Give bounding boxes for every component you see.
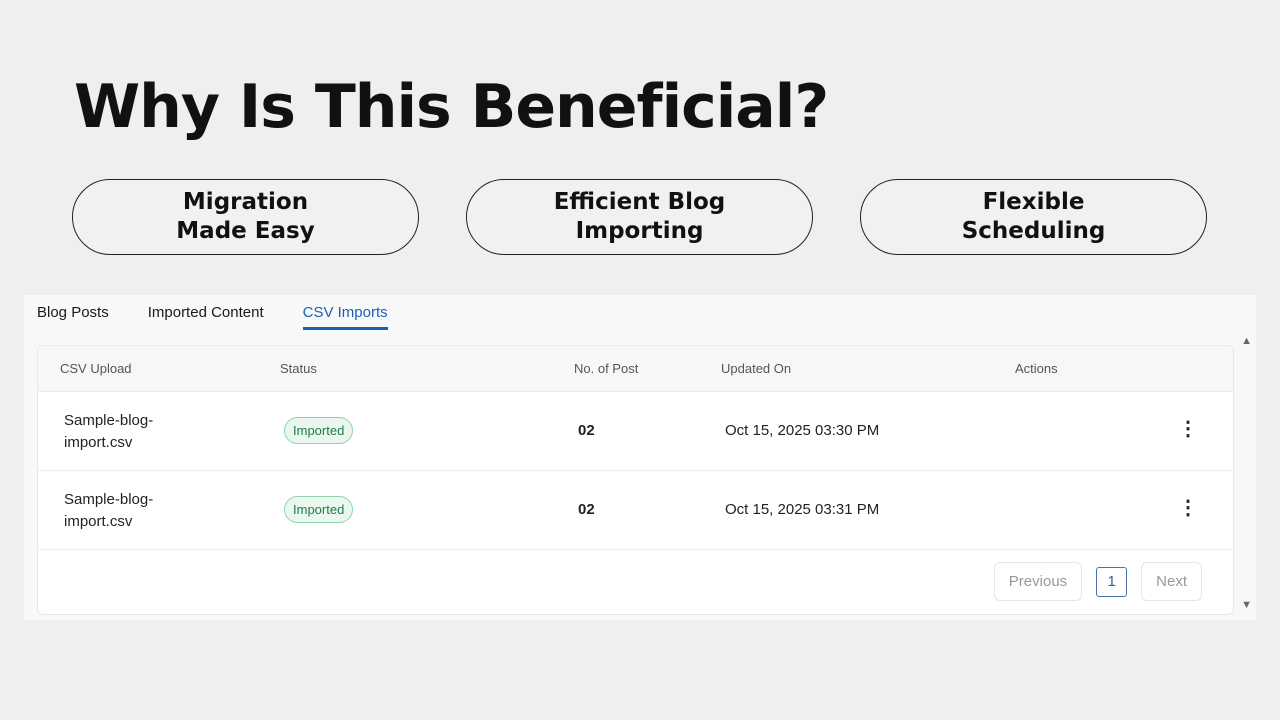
tab-bar: Blog Posts Imported Content CSV Imports	[37, 304, 388, 330]
col-updated: Updated On	[721, 361, 792, 376]
col-status: Status	[280, 361, 317, 376]
previous-button[interactable]: Previous	[993, 562, 1083, 601]
table-row: Sample-blog- import.csv Imported 02 Oct …	[38, 471, 1233, 550]
table-header: CSV Upload Status No. of Post Updated On…	[38, 346, 1233, 392]
status-badge: Imported	[284, 417, 354, 444]
file-name: Sample-blog- import.csv	[64, 491, 154, 530]
more-vertical-icon[interactable]: ⋮	[1178, 497, 1198, 519]
scroll-up-icon[interactable]: ▲	[1241, 335, 1252, 347]
tab-blog-posts[interactable]: Blog Posts	[37, 304, 109, 321]
imports-table: CSV Upload Status No. of Post Updated On…	[37, 345, 1234, 615]
col-posts: No. of Post	[574, 361, 639, 376]
tab-csv-imports[interactable]: CSV Imports	[302, 304, 388, 330]
col-csv-upload: CSV Upload	[60, 361, 132, 376]
post-count: 02	[578, 422, 595, 439]
csv-imports-panel: Blog Posts Imported Content CSV Imports …	[24, 295, 1256, 620]
more-vertical-icon[interactable]: ⋮	[1178, 418, 1198, 440]
status-badge: Imported	[284, 496, 354, 523]
file-name: Sample-blog- import.csv	[64, 412, 154, 451]
benefit-scheduling: Flexible Scheduling	[860, 179, 1207, 255]
updated-on: Oct 15, 2025 03:30 PM	[725, 422, 880, 439]
table-row: Sample-blog- import.csv Imported 02 Oct …	[38, 392, 1233, 471]
pagination: Previous 1 Next	[993, 562, 1202, 601]
post-count: 02	[578, 501, 595, 518]
benefit-migration: Migration Made Easy	[72, 179, 419, 255]
scroll-down-icon[interactable]: ▼	[1241, 599, 1252, 611]
updated-on: Oct 15, 2025 03:31 PM	[725, 501, 880, 518]
next-button[interactable]: Next	[1141, 562, 1202, 601]
tab-imported-content[interactable]: Imported Content	[147, 304, 264, 321]
page-1-button[interactable]: 1	[1096, 566, 1128, 597]
page-title: Why Is This Beneficial?	[74, 72, 829, 142]
benefit-importing: Efficient Blog Importing	[466, 179, 813, 255]
col-actions: Actions	[1015, 361, 1058, 376]
